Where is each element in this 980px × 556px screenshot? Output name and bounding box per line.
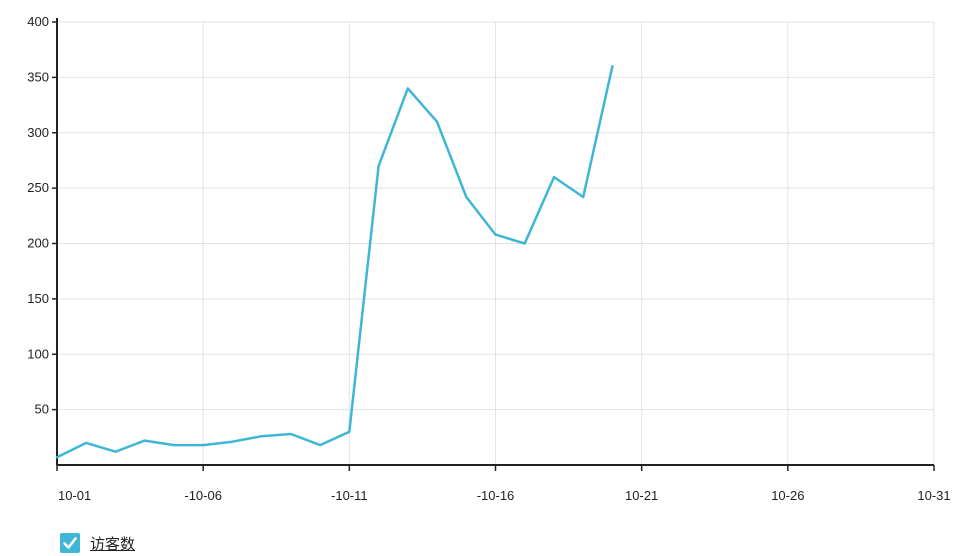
checkbox-checked-icon[interactable] (60, 533, 80, 553)
legend[interactable]: 访客数 (60, 532, 135, 554)
grid-lines (57, 21, 935, 465)
y-tick-label: 100 (27, 346, 49, 361)
x-tick-label: -10-06 (184, 488, 222, 503)
y-tick-label: 50 (35, 402, 49, 417)
x-tick-label: 10-01 (58, 488, 91, 503)
y-tick-label: 350 (27, 69, 49, 84)
x-tick-label: 10-21 (625, 488, 658, 503)
y-tick-label: 150 (27, 291, 49, 306)
series-group (55, 65, 614, 459)
y-tick-label: 300 (27, 125, 49, 140)
y-tick-label: 200 (27, 236, 49, 251)
y-tick-label: 250 (27, 180, 49, 195)
x-tick-label: 10-31 (917, 488, 950, 503)
x-tick-label: -10-16 (477, 488, 515, 503)
tick-labels: 50 100 150 200 250 300 350 400 10-01 -10-06 -10-11… (27, 14, 950, 503)
x-tick-label: 10-26 (771, 488, 804, 503)
legend-label[interactable]: 访客数 (90, 534, 136, 553)
x-tick-label: -10-11 (331, 488, 368, 503)
series-line-0 (55, 65, 614, 459)
axes (52, 18, 935, 471)
y-tick-label: 400 (27, 14, 49, 29)
